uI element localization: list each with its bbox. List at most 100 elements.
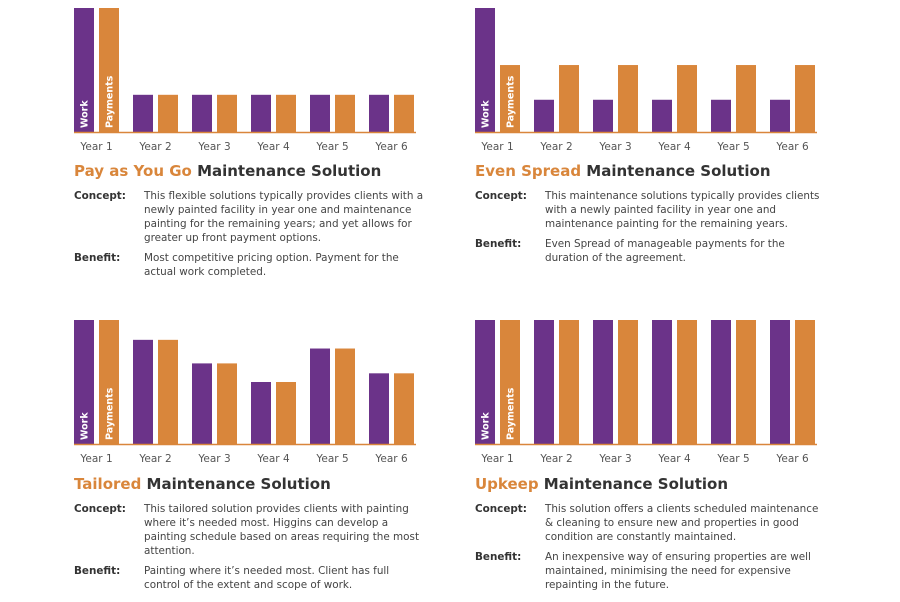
x-tick-label: Year 4 [256,453,290,465]
concept-text: This solution offers a clients scheduled… [545,503,819,543]
bar-work-year-1 [475,320,495,444]
concept-label: Concept: [74,190,126,202]
x-tick-label: Year 3 [598,141,631,153]
benefit-row: Benefit: Most competitive pricing option… [74,251,424,279]
bar-work-year-5 [711,99,731,132]
panel-tailored: Work Payments Year 1 Year 2 Year 3 Year 4 Year… [74,312,454,602]
x-tick-label: Year 6 [775,453,809,465]
bar-payments-year-1 [500,320,520,444]
bar-payments-year-4 [276,94,296,132]
chart-upkeep: Work Payments Year 1 Year 2 Year 3 Year 4 Year… [475,320,817,465]
x-tick-label: Year 4 [657,453,691,465]
description: Concept: This maintenance solutions typi… [475,189,825,271]
bar-work-year-3 [192,94,212,132]
concept-text: This tailored solution provides clients … [144,503,420,557]
bar-payments-year-3 [618,65,638,132]
bar-payments-year-5 [736,320,756,444]
bar-work-year-2 [133,94,153,132]
bar-payments-year-1 [99,320,119,444]
benefit-row: Benefit: Painting where it’s needed most… [74,564,424,592]
title-accent: Upkeep [475,475,539,493]
bar-work-year-5 [310,348,330,444]
concept-row: Concept: This solution offers a clients … [475,502,825,544]
bar-payments-year-2 [559,320,579,444]
bar-payments-year-3 [217,363,237,444]
bar-payments-year-2 [158,339,178,444]
concept-label: Concept: [475,190,527,202]
bar-work-year-1 [74,320,94,444]
bar-work-year-4 [652,99,672,132]
concept-row: Concept: This flexible solutions typical… [74,189,424,245]
bar-label-work: Work [80,100,91,128]
description: Concept: This flexible solutions typical… [74,189,424,285]
bar-work-year-2 [534,99,554,132]
concept-label: Concept: [74,503,126,515]
bar-payments-year-3 [217,94,237,132]
benefit-row: Benefit: Even Spread of manageable payme… [475,237,825,265]
x-tick-label: Year 5 [315,141,348,153]
benefit-text: Painting where it’s needed most. Client … [144,565,390,591]
panel-title: Tailored Maintenance Solution [74,475,331,493]
benefit-label: Benefit: [475,551,522,563]
bar-payments-year-5 [335,348,355,444]
bar-work-year-6 [369,373,389,444]
bar-work-year-5 [310,94,330,132]
x-tick-label: Year 2 [539,141,572,153]
benefit-text: Most competitive pricing option. Payment… [144,252,399,278]
bar-work-year-4 [251,94,271,132]
bar-label-work: Work [80,412,91,440]
bar-payments-year-5 [736,65,756,132]
benefit-text: Even Spread of manageable payments for t… [545,238,785,264]
x-tick-label: Year 3 [197,453,230,465]
bar-payments-year-2 [559,65,579,132]
x-tick-label: Year 1 [480,453,513,465]
concept-text: This flexible solutions typically provid… [144,190,424,244]
bar-work-year-5 [711,320,731,444]
bar-work-year-6 [369,94,389,132]
title-rest: Maintenance Solution [141,475,331,493]
title-rest: Maintenance Solution [538,475,729,493]
panel-title: Upkeep Maintenance Solution [475,475,728,493]
bar-payments-year-2 [158,94,178,132]
benefit-text: An inexpensive way of ensuring propertie… [545,551,811,591]
panel-title: Pay as You Go Maintenance Solution [74,162,381,180]
x-tick-label: Year 6 [775,141,809,153]
x-tick-label: Year 2 [138,141,171,153]
panel-even-spread: Work Payments Year 1 Year 2 Year 3 Year 4 Year… [475,0,855,290]
bar-payments-year-6 [394,94,414,132]
chart-pay-as-you-go: Work Payments Year 1 Year 2 Year 3 Year 4 Year… [74,8,416,153]
bar-payments-year-5 [335,94,355,132]
x-tick-label: Year 6 [374,453,408,465]
bar-label-work: Work [481,412,492,440]
bar-payments-year-6 [795,320,815,444]
x-tick-label: Year 3 [598,453,631,465]
chart-tailored: Work Payments Year 1 Year 2 Year 3 Year 4 Year… [74,320,416,465]
x-tick-label: Year 4 [657,141,691,153]
chart-even-spread: Work Payments Year 1 Year 2 Year 3 Year 4 Year… [475,8,817,153]
bar-payments-year-4 [677,65,697,132]
description: Concept: This tailored solution provides… [74,502,424,598]
bar-work-year-4 [652,320,672,444]
panel-pay-as-you-go: Work Payments Year 1 Year 2 Year 3 Year 4 Year… [74,0,454,290]
x-tick-label: Year 1 [79,453,112,465]
panel-upkeep: Work Payments Year 1 Year 2 Year 3 Year 4 Year… [475,312,855,602]
title-accent: Even Spread [475,162,582,180]
title-rest: Maintenance Solution [191,162,382,180]
bar-payments-year-6 [394,373,414,444]
bar-payments-year-3 [618,320,638,444]
title-accent: Pay as You Go [74,162,192,180]
title-accent: Tailored [74,475,142,493]
concept-row: Concept: This maintenance solutions typi… [475,189,825,231]
bar-label-payments: Payments [506,75,517,128]
concept-row: Concept: This tailored solution provides… [74,502,424,558]
bar-work-year-1 [74,8,94,132]
bar-work-year-4 [251,382,271,444]
bar-label-work: Work [481,100,492,128]
benefit-label: Benefit: [74,252,121,264]
x-tick-label: Year 2 [138,453,171,465]
title-rest: Maintenance Solution [581,162,771,180]
concept-text: This maintenance solutions typically pro… [545,190,820,230]
x-tick-label: Year 5 [716,453,749,465]
bar-label-payments: Payments [506,387,517,440]
x-tick-label: Year 5 [315,453,348,465]
